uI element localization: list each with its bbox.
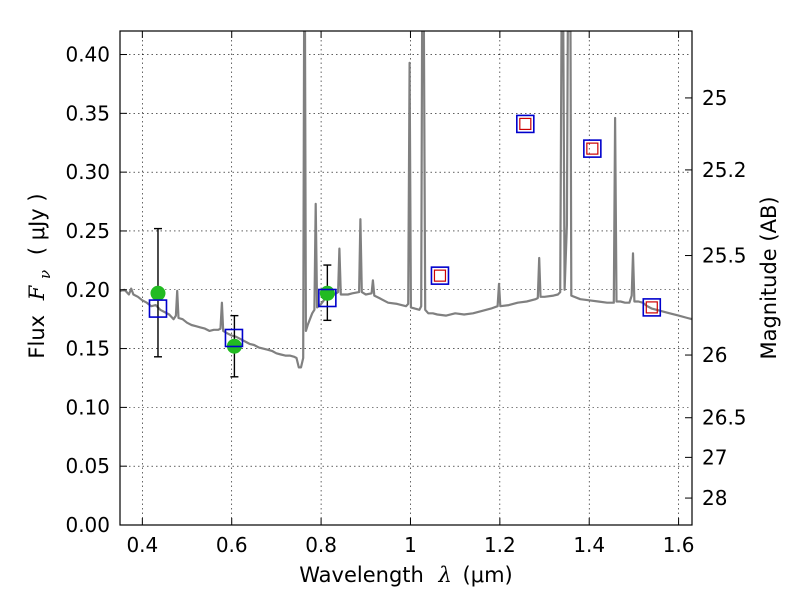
observed-point (150, 285, 166, 301)
y-tick-labels: 0.00 0.05 0.10 0.15 0.20 0.25 0.30 0.35 0.40 (65, 43, 110, 537)
y-tick-label: 0.20 (65, 278, 110, 302)
model-point (583, 139, 602, 158)
y-tick-label: 0.15 (65, 337, 110, 361)
x-tick-label: 1 (404, 533, 417, 557)
y2-tick-label: 27 (702, 445, 727, 469)
plot-frame (119, 30, 693, 526)
spectrum-series (120, 31, 692, 369)
y2-tick-labels: 25 25.2 25.5 26 26.5 27 28 (702, 86, 747, 510)
model-point (148, 299, 168, 318)
model-point (516, 114, 535, 134)
x-tick-label: 1.4 (573, 533, 605, 557)
y-axis-label-subscript: ν (36, 270, 54, 279)
model-point (642, 298, 662, 317)
y-tick-label: 0.40 (65, 43, 110, 67)
x-tick-label: 1.6 (663, 533, 695, 557)
model-point-inner (433, 269, 447, 282)
spectrum-line (120, 31, 692, 369)
x-tick-label: 0.6 (216, 533, 248, 557)
y-tick-label: 0.00 (65, 513, 110, 537)
model-point (224, 328, 244, 348)
x-axis-label: Wavelength λ (μm) (299, 563, 512, 587)
model-point (318, 288, 337, 308)
x-tick-label: 1.2 (484, 533, 516, 557)
axis-ticks (120, 31, 692, 526)
y2-tick-label: 25.2 (702, 158, 747, 182)
y-tick-label: 0.10 (65, 395, 110, 419)
y-tick-label: 0.25 (65, 219, 110, 243)
y2-tick-label: 25.5 (702, 244, 747, 268)
observed-point (319, 285, 335, 301)
x-axis-label-text: Wavelength (299, 563, 424, 587)
y2-axis-label: Magnitude (AB) (757, 196, 781, 359)
x-tick-label: 0.8 (305, 533, 337, 557)
y-axis-label-text: Flux (25, 315, 49, 359)
y2-tick-label: 26 (702, 343, 727, 367)
y-axis-label-symbol: F (25, 284, 49, 301)
x-axis-label-unit: (μm) (463, 563, 513, 587)
y2-tick-label: 25 (702, 86, 727, 110)
y-axis-label: Flux F ν ( μJy ) (25, 193, 55, 358)
x-axis-label-symbol: λ (438, 563, 452, 587)
grid-lines (120, 31, 692, 526)
y2-tick-label: 28 (702, 486, 727, 510)
model-point-inner (519, 117, 532, 131)
model-point (430, 266, 450, 285)
x-tick-labels: 0.4 0.6 0.8 1 1.2 1.4 1.6 (126, 533, 694, 557)
model-points (148, 114, 662, 348)
y-axis-label-unit: ( μJy ) (25, 193, 49, 255)
y-tick-label: 0.35 (65, 101, 110, 125)
y2-tick-label: 26.5 (702, 406, 747, 430)
x-tick-label: 0.4 (126, 533, 158, 557)
model-point-inner (586, 142, 599, 155)
model-point-inner (645, 301, 658, 314)
y-tick-label: 0.05 (65, 454, 110, 478)
y-tick-label: 0.30 (65, 160, 110, 184)
